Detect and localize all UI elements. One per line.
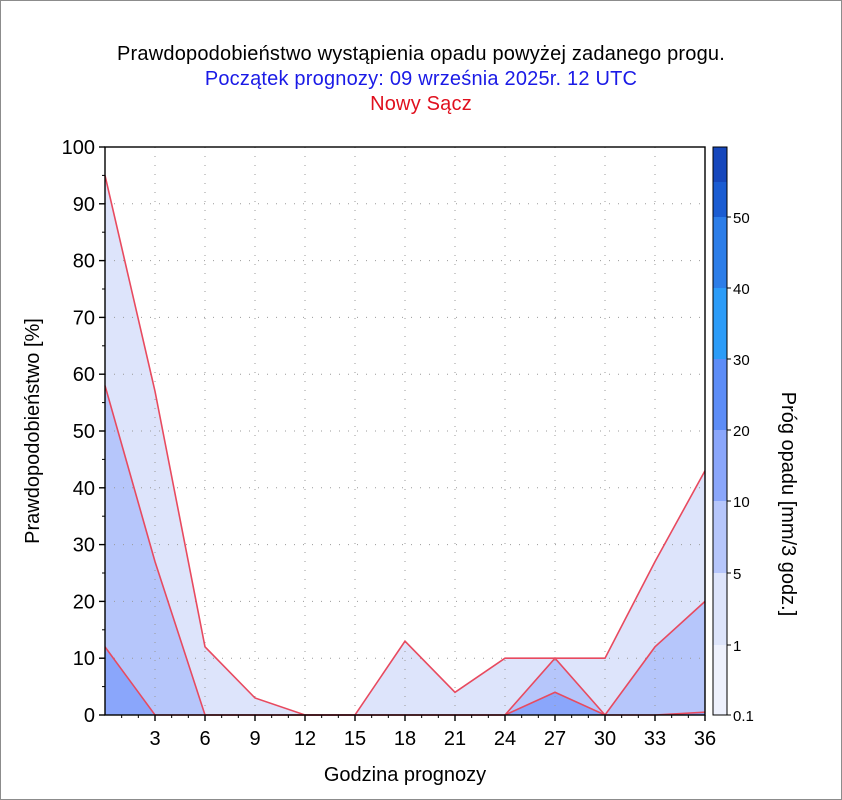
- colorbar-label-1: 1: [733, 638, 741, 655]
- line-threshold-0_1: [104, 175, 706, 716]
- colorbar-label-20: 20: [733, 423, 750, 440]
- y-tick-label-80: 80: [73, 251, 95, 273]
- x-tick-label-21: 21: [444, 728, 466, 750]
- threshold-colorbar: 0.1 1 5 10 20 30 40 50: [712, 146, 754, 725]
- y-axis-label: Prawdopodobieństwo [%]: [22, 318, 44, 544]
- x-tick-label-6: 6: [199, 728, 210, 750]
- colorbar-label-30: 30: [733, 352, 750, 369]
- colorbar-border: [712, 146, 728, 716]
- x-tick-label-3: 3: [149, 728, 160, 750]
- x-tick-label-24: 24: [494, 728, 516, 750]
- y-tick-label-100: 100: [62, 137, 95, 159]
- colorbar-label-0_1: 0.1: [733, 708, 754, 725]
- colorbar-band-7: [713, 182, 727, 217]
- colorbar-band-5: [713, 288, 727, 359]
- colorbar-label-5: 5: [733, 566, 741, 583]
- chart-location: Nowy Sącz: [370, 93, 472, 115]
- x-tick-label-33: 33: [644, 728, 666, 750]
- chart-subtitle: Początek prognozy: 09 września 2025r. 12…: [204, 68, 638, 90]
- y-tick-label-0: 0: [84, 705, 95, 727]
- y-tick-label-30: 30: [73, 535, 95, 557]
- y-tick-label-70: 70: [73, 307, 95, 329]
- colorbar-label-10: 10: [733, 494, 750, 511]
- area-threshold-1: [105, 385, 705, 715]
- y-tick-label-50: 50: [73, 421, 95, 443]
- y-tick-label-90: 90: [73, 194, 95, 216]
- colorbar-band-6: [713, 217, 727, 288]
- x-tick-label-27: 27: [544, 728, 566, 750]
- x-tick-label-12: 12: [294, 728, 316, 750]
- colorbar-label: Próg opadu [mm/3 godz.]: [777, 392, 799, 617]
- x-tick-label-30: 30: [594, 728, 616, 750]
- chart-title: Prawdopodobieństwo wystąpienia opadu pow…: [117, 43, 725, 65]
- x-tick-label-36: 36: [694, 728, 716, 750]
- colorbar-band-8: [713, 147, 727, 182]
- y-tick-label-60: 60: [73, 364, 95, 386]
- colorbar-band-2: [713, 501, 727, 573]
- y-tick-label-20: 20: [73, 591, 95, 613]
- area-threshold-5: [105, 646, 705, 715]
- colorbar-label-40: 40: [733, 281, 750, 298]
- colorbar-band-4: [713, 359, 727, 430]
- y-tick-label-10: 10: [73, 648, 95, 670]
- y-tick-label-40: 40: [73, 478, 95, 500]
- x-axis-label: Godzina prognozy: [324, 764, 486, 786]
- colorbar-band-0: [713, 645, 727, 715]
- x-tick-label-9: 9: [249, 728, 260, 750]
- colorbar-label-50: 50: [733, 210, 750, 227]
- colorbar-band-1: [713, 573, 727, 645]
- x-tick-label-15: 15: [344, 728, 366, 750]
- colorbar-band-3: [713, 430, 727, 501]
- x-tick-label-18: 18: [394, 728, 416, 750]
